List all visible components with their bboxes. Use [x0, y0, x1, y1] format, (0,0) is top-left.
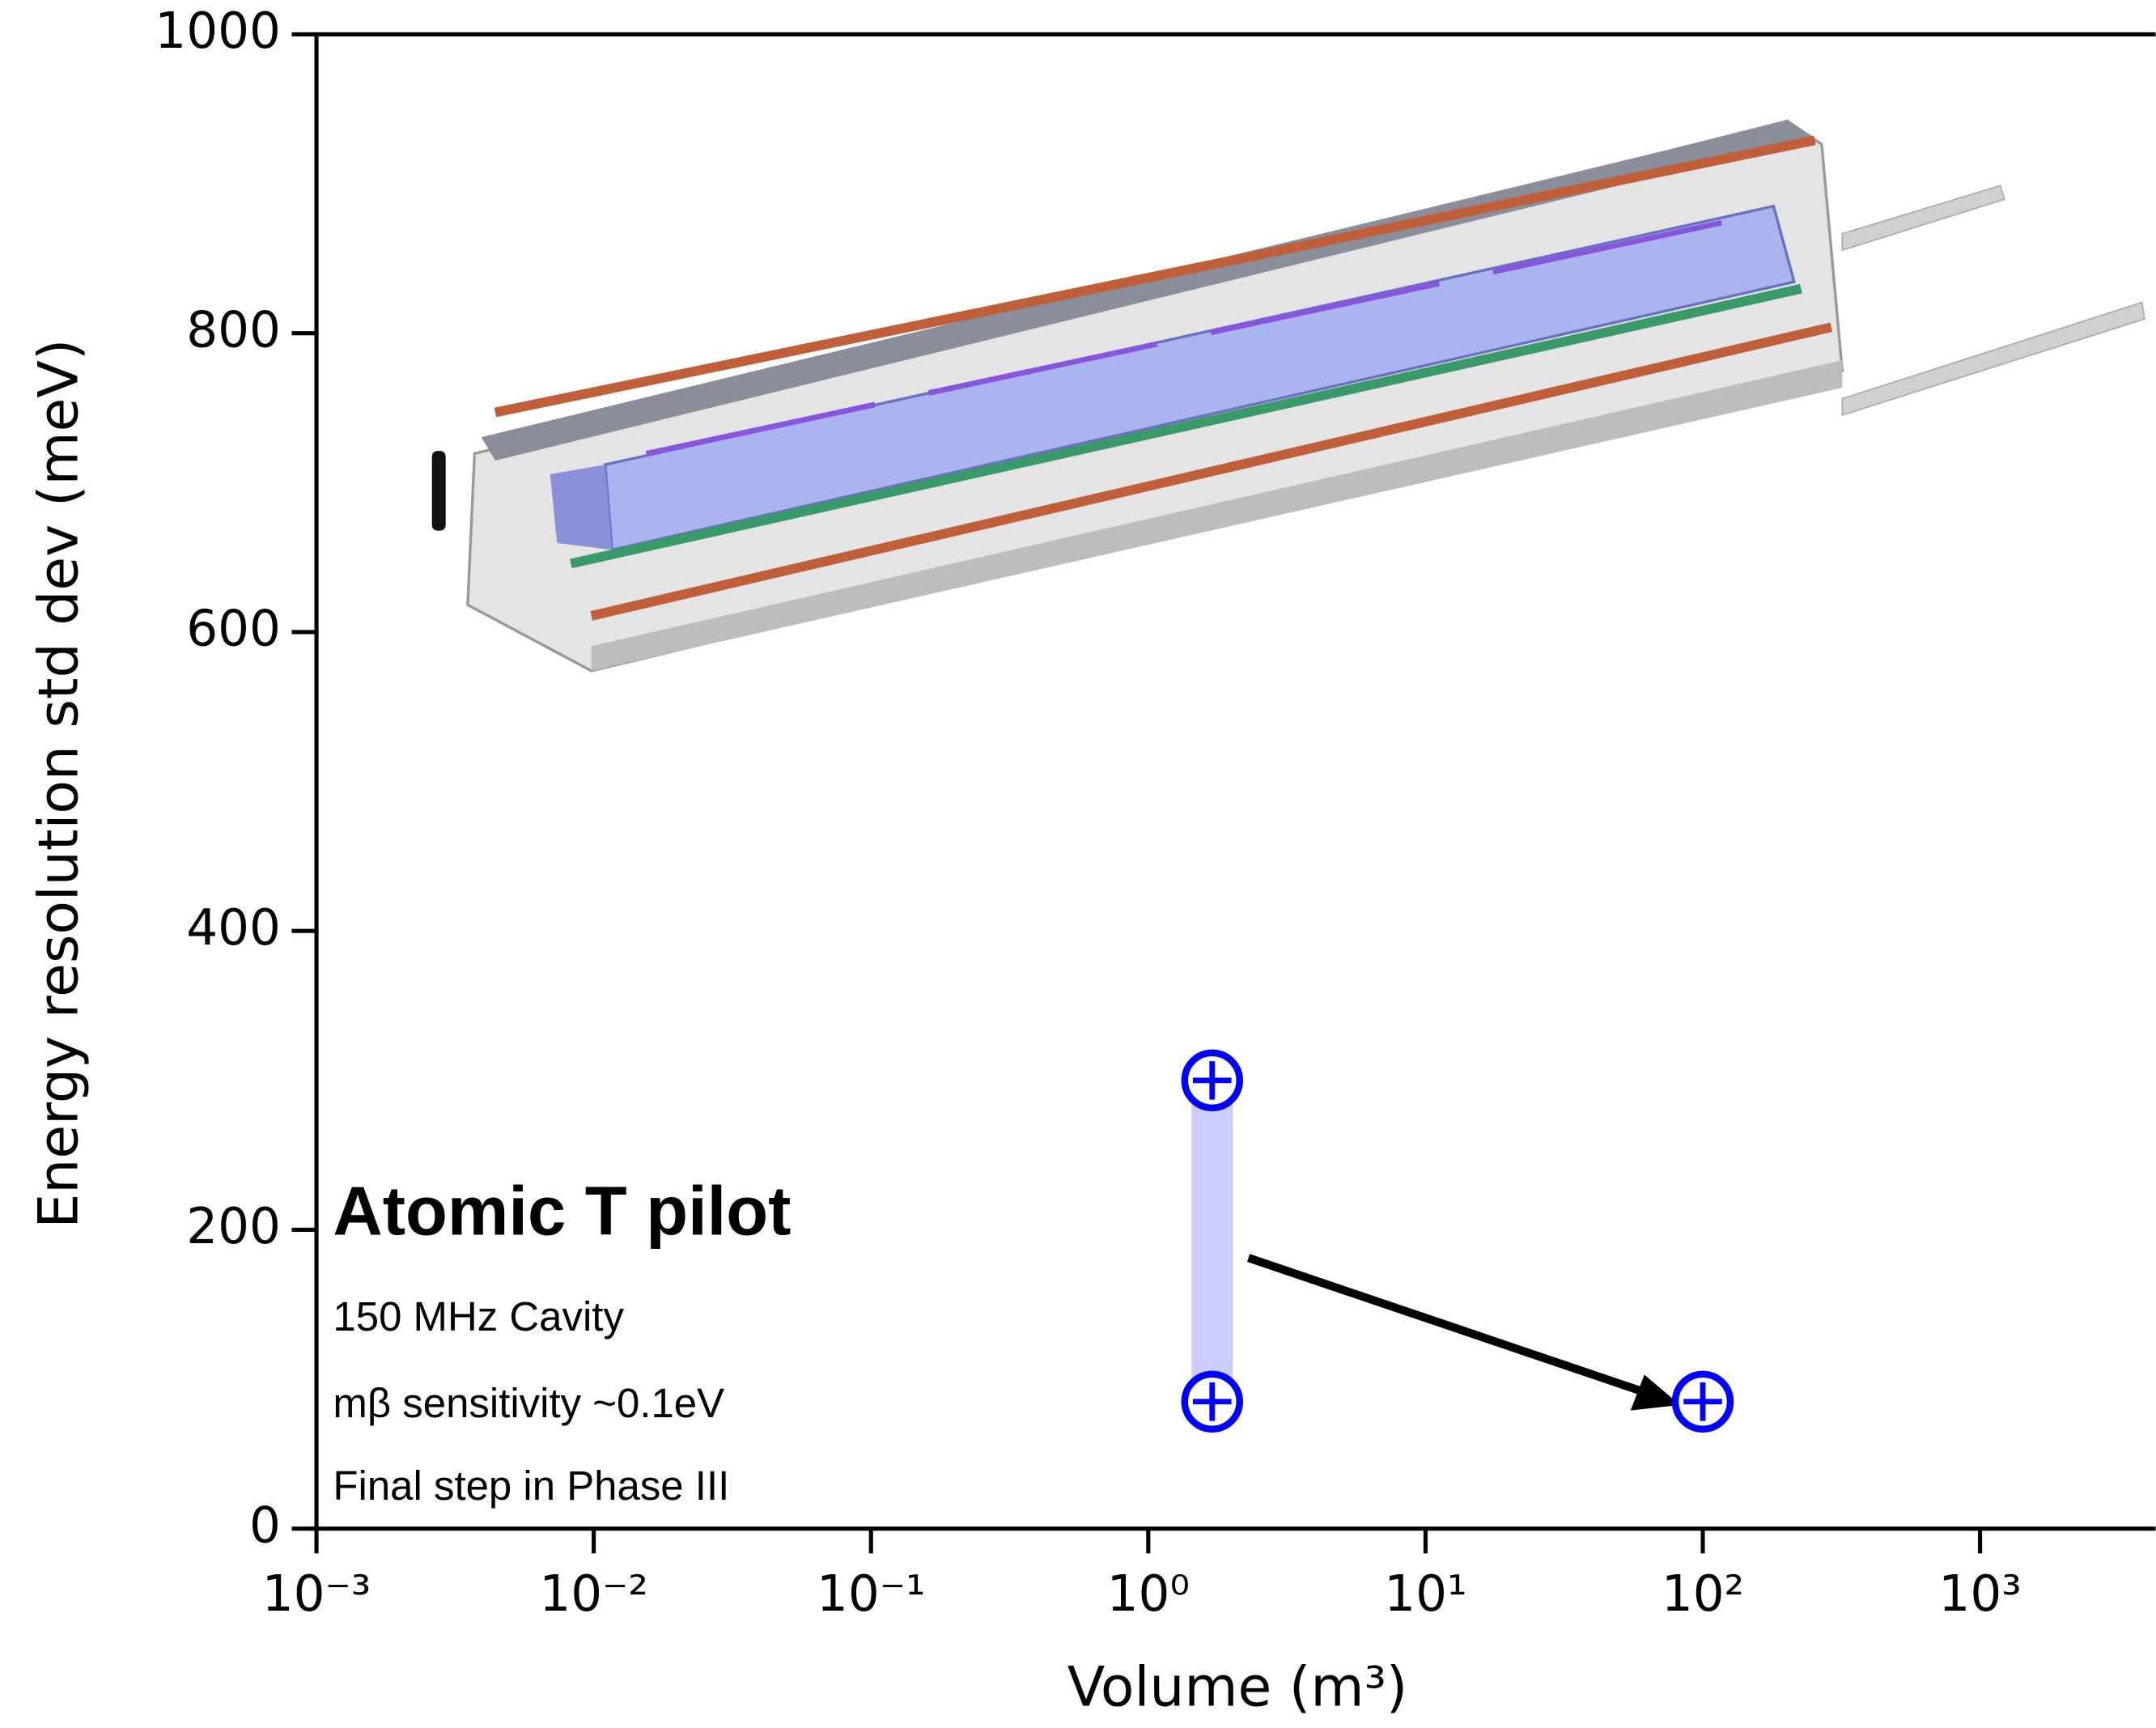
x-tick-label: 10¹: [1384, 1565, 1466, 1623]
marker-plus: [1683, 1382, 1722, 1421]
y-axis-label: Energy resolution std dev (meV): [27, 339, 91, 1229]
x-tick-label: 10³: [1938, 1565, 2021, 1623]
annotation-title: Atomic T pilot: [333, 1173, 791, 1250]
data-point: [1181, 1370, 1243, 1433]
y-tick-label: 400: [186, 899, 281, 957]
marker-plus: [1192, 1061, 1232, 1100]
x-axis-label: Volume (m³): [1067, 1656, 1408, 1720]
annotation: mβ sensitivity ~0.1eV: [333, 1380, 724, 1426]
y-tick-label: 200: [186, 1198, 281, 1255]
y-tick-label: 800: [186, 301, 281, 359]
marker-plus: [1192, 1382, 1232, 1421]
x-tick-label: 10⁻¹: [817, 1565, 926, 1623]
annotation: 150 MHz Cavity: [333, 1293, 624, 1340]
data-point: [1671, 1370, 1734, 1433]
arrow-annotation: [1246, 1254, 1680, 1411]
x-tick-label: 10²: [1662, 1565, 1744, 1623]
x-tick-label: 10⁻³: [262, 1565, 371, 1623]
y-tick-label: 600: [186, 601, 281, 658]
annotation: Final step in Phase III: [333, 1463, 729, 1509]
y-tick-label: 0: [249, 1497, 281, 1554]
range-band: [1191, 1080, 1233, 1402]
detector-illustration: [431, 119, 2145, 673]
y-tick-label: 1000: [155, 2, 281, 60]
data-point: [1181, 1049, 1243, 1112]
x-tick-label: 10⁻²: [539, 1565, 648, 1623]
x-tick-label: 10⁰: [1107, 1565, 1190, 1623]
